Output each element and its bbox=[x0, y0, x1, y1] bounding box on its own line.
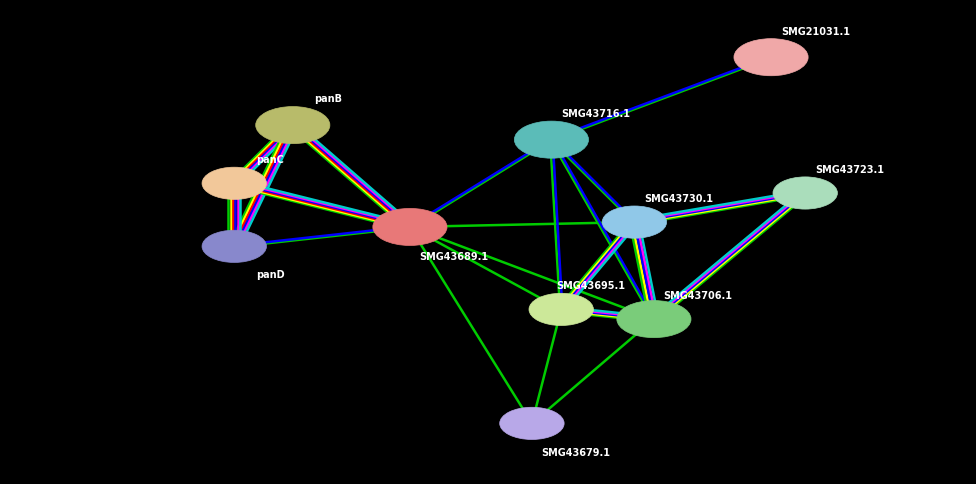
Ellipse shape bbox=[373, 209, 447, 246]
Text: panD: panD bbox=[256, 270, 284, 280]
Text: SMG43716.1: SMG43716.1 bbox=[561, 109, 630, 119]
Text: SMG43689.1: SMG43689.1 bbox=[420, 252, 489, 261]
Ellipse shape bbox=[773, 178, 837, 210]
Text: SMG43679.1: SMG43679.1 bbox=[542, 448, 611, 457]
Text: panC: panC bbox=[256, 155, 284, 165]
Text: SMG21031.1: SMG21031.1 bbox=[781, 27, 850, 36]
Text: panB: panB bbox=[314, 94, 343, 104]
Ellipse shape bbox=[734, 40, 808, 76]
Text: SMG43730.1: SMG43730.1 bbox=[644, 194, 713, 203]
Text: SMG43706.1: SMG43706.1 bbox=[664, 290, 733, 300]
Text: SMG43695.1: SMG43695.1 bbox=[556, 281, 626, 290]
Ellipse shape bbox=[617, 301, 691, 338]
Ellipse shape bbox=[202, 168, 266, 200]
Ellipse shape bbox=[602, 207, 667, 239]
Ellipse shape bbox=[256, 107, 330, 144]
Ellipse shape bbox=[514, 122, 589, 159]
Ellipse shape bbox=[500, 408, 564, 439]
Text: SMG43723.1: SMG43723.1 bbox=[815, 165, 884, 174]
Ellipse shape bbox=[529, 294, 593, 326]
Ellipse shape bbox=[202, 231, 266, 263]
